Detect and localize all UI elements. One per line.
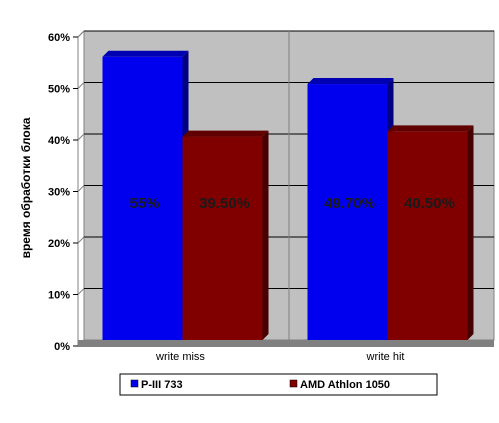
legend-label-p3: P-III 733 bbox=[141, 379, 183, 391]
y-tick-label-1: 10% bbox=[48, 290, 70, 302]
y-tick-label-5: 50% bbox=[48, 84, 70, 96]
bars bbox=[102, 50, 474, 341]
gridline-side-3 bbox=[77, 185, 85, 192]
bar-1-1 bbox=[387, 131, 468, 340]
gridline-side-1 bbox=[77, 288, 85, 295]
y-tick-label-0: 0% bbox=[54, 341, 70, 353]
x-category-label-1: write hit bbox=[366, 351, 405, 363]
y-axis-label: время обработки блока bbox=[19, 117, 33, 258]
bar-0-1 bbox=[307, 84, 388, 340]
bar-top-0-1 bbox=[307, 78, 394, 85]
plot-area-floor-shadow bbox=[78, 340, 494, 347]
legend-label-amd: AMD Athlon 1050 bbox=[300, 379, 390, 391]
bar-0-0 bbox=[102, 56, 183, 340]
bar-top-1-0 bbox=[182, 130, 269, 137]
data-labels: 55% 39.50% 49.70% 40.50% bbox=[129, 195, 454, 212]
legend: P-III 733 AMD Athlon 1050 bbox=[119, 373, 438, 396]
data-label-0-0: 55% bbox=[129, 195, 159, 212]
x-category-label-0: write miss bbox=[155, 351, 205, 363]
gridline-side-6 bbox=[77, 30, 85, 38]
gridline-side-4 bbox=[77, 133, 85, 141]
legend-swatch-amd bbox=[289, 379, 298, 388]
bar-top-0-0 bbox=[102, 50, 189, 57]
data-label-1-0: 39.50% bbox=[199, 195, 250, 212]
plot-area-side-bottom bbox=[77, 339, 85, 347]
y-tick-label-3: 30% bbox=[48, 187, 70, 199]
bar-top-1-1 bbox=[387, 125, 474, 132]
y-tick-label-6: 60% bbox=[48, 32, 70, 44]
bar-side-1-1 bbox=[467, 125, 474, 340]
y-tick-label-2: 20% bbox=[48, 238, 70, 250]
gridline-side-5 bbox=[77, 82, 85, 89]
gridline-side-2 bbox=[77, 236, 85, 244]
y-axis-ticks: 0% 10% 20% 30% 40% 50% 60% bbox=[48, 32, 78, 353]
legend-swatch-p3 bbox=[130, 379, 139, 388]
y-tick-label-4: 40% bbox=[48, 135, 70, 147]
x-axis-categories: write miss write hit bbox=[155, 351, 404, 363]
data-label-0-1: 49.70% bbox=[324, 195, 375, 212]
bar-side-1-0 bbox=[262, 130, 269, 340]
data-label-1-1: 40.50% bbox=[404, 195, 455, 212]
legend-box bbox=[119, 373, 438, 396]
bar-1-0 bbox=[182, 136, 263, 340]
